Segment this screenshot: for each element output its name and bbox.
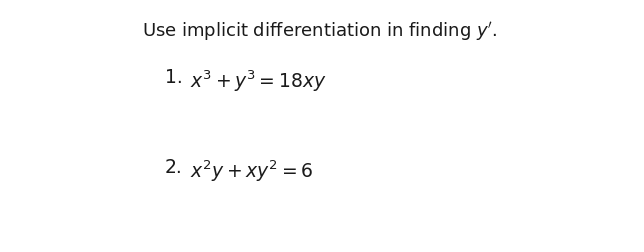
- Text: Use implicit differentiation in finding $\it{y}^{\prime}$.: Use implicit differentiation in finding …: [142, 20, 498, 43]
- Text: $x^3+y^3=18xy$: $x^3+y^3=18xy$: [190, 68, 327, 93]
- Text: $x^2y+xy^2=6$: $x^2y+xy^2=6$: [190, 158, 313, 183]
- Text: 1.: 1.: [165, 68, 183, 87]
- Text: 2.: 2.: [165, 158, 183, 176]
